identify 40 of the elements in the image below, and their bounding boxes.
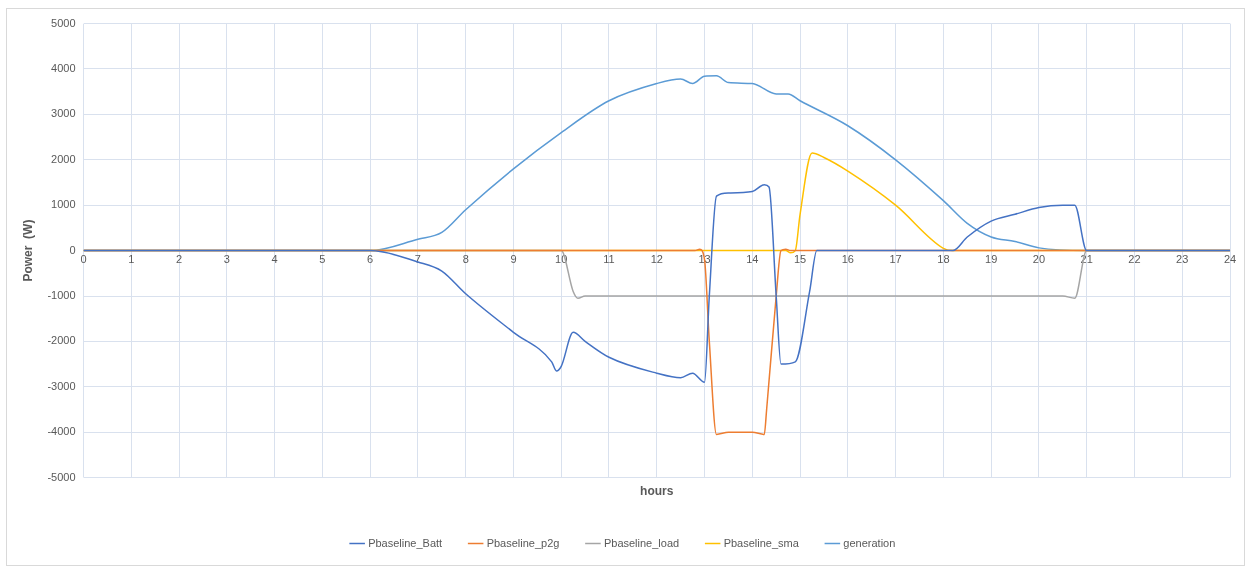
x-tick-label: 22 (1128, 253, 1141, 266)
x-tick-label: 8 (462, 253, 469, 266)
x-tick-label: 3 (223, 253, 230, 266)
x-tick-label: 17 (889, 253, 902, 266)
y-tick-label: 5000 (51, 16, 76, 29)
x-tick-label: 24 (1223, 253, 1237, 266)
y-tick-label: -3000 (47, 379, 76, 392)
x-tick-label: 23 (1176, 253, 1189, 266)
x-axis-title: hours (640, 483, 674, 498)
y-tick-label: -5000 (47, 470, 76, 483)
x-tick-label: 4 (271, 253, 278, 266)
legend-label: Pbaseline_sma (723, 536, 800, 549)
x-tick-label: 19 (985, 253, 998, 266)
x-tick-label: 5 (319, 253, 326, 266)
legend-label: Pbaseline_Batt (368, 536, 443, 549)
x-tick-label: 20 (1032, 253, 1046, 266)
x-tick-label: 2 (176, 253, 183, 266)
y-tick-label: 3000 (51, 107, 76, 120)
x-tick-label: 10 (555, 253, 568, 266)
y-tick-label: -2000 (47, 334, 76, 347)
x-tick-label: 15 (793, 253, 807, 266)
y-tick-label: -4000 (47, 425, 76, 438)
x-tick-label: 9 (510, 253, 517, 266)
y-axis-title: Power (W) (20, 219, 35, 282)
legend-label: Pbaseline_p2g (486, 536, 560, 549)
legend-label: generation (843, 536, 896, 549)
x-tick-label: 18 (937, 253, 950, 266)
y-tick-label: 2000 (51, 152, 76, 165)
x-tick-label: 14 (746, 253, 759, 266)
y-tick-label: 0 (69, 243, 76, 256)
x-tick-label: 6 (367, 253, 374, 266)
x-tick-label: 1 (128, 253, 135, 266)
x-tick-label: 11 (603, 253, 615, 266)
y-tick-label: 1000 (51, 198, 76, 211)
x-tick-label: 12 (650, 253, 663, 266)
y-tick-label: 4000 (51, 62, 76, 75)
x-tick-label: 16 (841, 253, 854, 266)
legend-label: Pbaseline_load (603, 536, 680, 549)
x-tick-label: 0 (80, 253, 87, 266)
y-tick-label: -1000 (47, 289, 76, 302)
